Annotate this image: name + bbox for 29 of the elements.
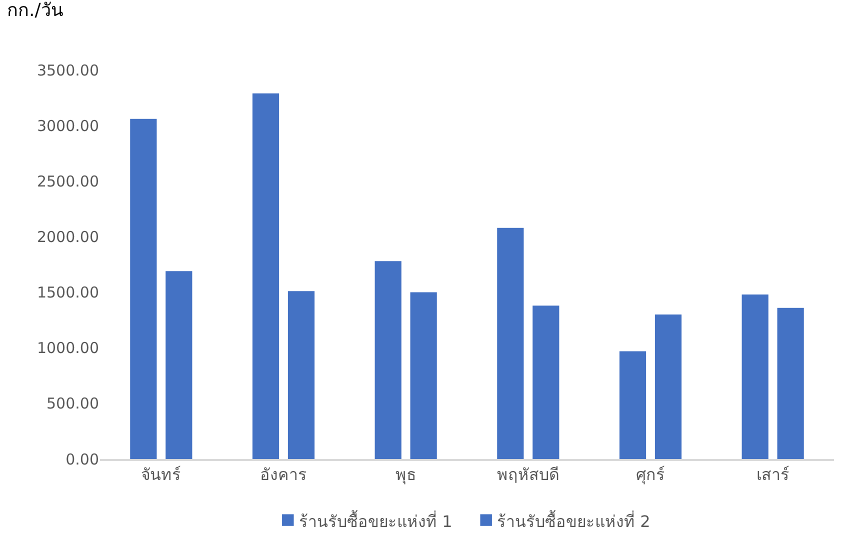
bar bbox=[742, 294, 768, 459]
y-tick-label: 2500.00 bbox=[36, 172, 99, 190]
y-tick-label: 1500.00 bbox=[36, 284, 99, 302]
bar bbox=[777, 308, 804, 459]
bar bbox=[532, 306, 560, 459]
bar bbox=[619, 351, 646, 459]
y-axis-title: กก./วัน bbox=[7, 0, 63, 21]
bar bbox=[374, 261, 402, 459]
x-tick-label: เสาร์ bbox=[756, 464, 790, 484]
y-tick-label: 0.00 bbox=[66, 450, 99, 468]
legend-label: ร้านรับซื้อขยะแห่งที่ 1 bbox=[299, 510, 452, 531]
bar bbox=[497, 228, 524, 459]
bar bbox=[410, 292, 437, 459]
x-tick-label: พฤหัสบดี bbox=[497, 464, 560, 484]
y-tick-label: 3000.00 bbox=[36, 116, 99, 135]
x-tick-label: พุธ bbox=[395, 464, 416, 485]
y-tick-label: 1000.00 bbox=[36, 339, 99, 358]
bar bbox=[166, 271, 192, 459]
bar bbox=[130, 118, 157, 459]
x-tick-label: อังคาร bbox=[260, 464, 307, 484]
x-tick-label: จันทร์ bbox=[141, 464, 182, 484]
x-tick-label: ศุกร์ bbox=[636, 464, 665, 485]
bar bbox=[252, 93, 280, 459]
y-tick-label: 500.00 bbox=[46, 394, 99, 413]
y-tick-label: 2000.00 bbox=[36, 228, 99, 246]
bar bbox=[288, 291, 315, 459]
legend-label: ร้านรับซื้อขยะแห่งที่ 2 bbox=[497, 510, 650, 531]
y-tick-label: 3500.00 bbox=[36, 61, 99, 80]
bar bbox=[654, 314, 682, 459]
